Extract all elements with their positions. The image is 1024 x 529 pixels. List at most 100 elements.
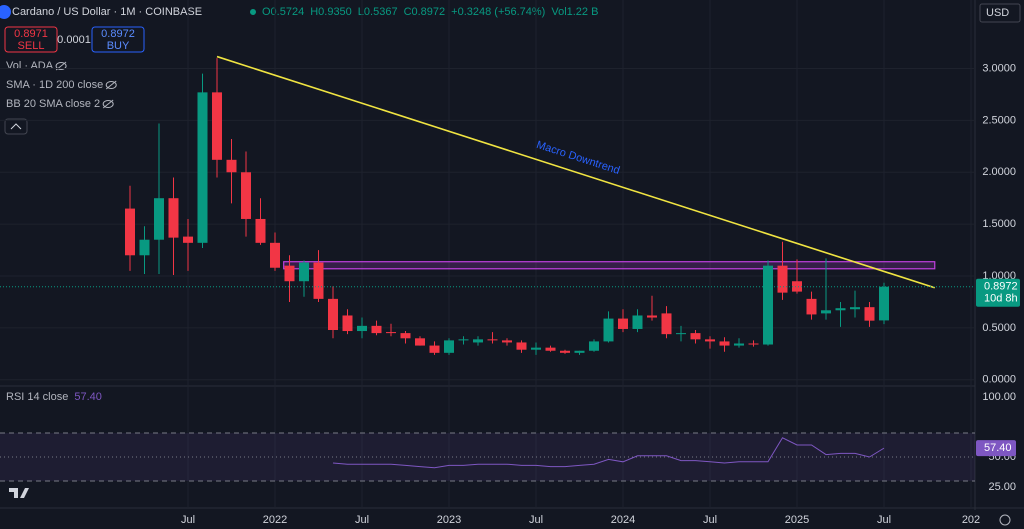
spread: 0.0001 bbox=[57, 34, 91, 46]
header-stat: C0.8972 bbox=[404, 6, 446, 18]
chart-title: Cardano / US Dollar · 1M · COINBASE bbox=[12, 6, 202, 18]
visibility-slash bbox=[102, 99, 114, 109]
last-price-label: 0.8972 bbox=[984, 281, 1018, 293]
candle-body bbox=[763, 265, 773, 345]
candle-body bbox=[241, 172, 251, 219]
currency-box[interactable] bbox=[979, 3, 1021, 23]
candle-body bbox=[690, 333, 701, 340]
indicator-label: SMA · 1D 200 close bbox=[6, 79, 103, 91]
countdown: 10d 8h bbox=[984, 293, 1018, 305]
candle-body bbox=[632, 315, 643, 329]
candle-body bbox=[618, 318, 628, 329]
rsi-line bbox=[332, 437, 885, 469]
x-tick-label: Jul bbox=[877, 514, 891, 526]
visibility-slash bbox=[105, 80, 117, 90]
y-tick-label: 2.0000 bbox=[982, 166, 1016, 178]
x-tick-label: Jul bbox=[529, 514, 543, 526]
candle-body bbox=[821, 310, 831, 314]
candle-body bbox=[168, 198, 179, 238]
y-tick-label: 0.0000 bbox=[982, 374, 1016, 386]
header-stat: H0.9350 bbox=[310, 6, 352, 18]
candle-body bbox=[574, 350, 585, 353]
candle-body bbox=[357, 325, 367, 332]
candle-body bbox=[531, 347, 541, 350]
rsi-last: 57.40 bbox=[74, 391, 102, 403]
currency: USD bbox=[986, 7, 1009, 19]
candle-body bbox=[879, 286, 889, 321]
sell-label: SELL bbox=[18, 40, 45, 52]
y-tick-label: 0.5000 bbox=[982, 322, 1016, 334]
buy-button[interactable] bbox=[91, 26, 145, 53]
candle-body bbox=[255, 218, 266, 243]
visibility-icon bbox=[102, 100, 114, 108]
header-stat: Vol1.22 B bbox=[551, 6, 598, 18]
candle-body bbox=[400, 333, 411, 339]
visibility-icon bbox=[105, 81, 117, 89]
indicator-label: BB 20 SMA close 2 bbox=[6, 98, 100, 110]
indicator-label: Vol · ADA bbox=[6, 60, 54, 72]
candle-body bbox=[560, 350, 570, 353]
x-tick-label: 202 bbox=[962, 514, 980, 526]
candle-body bbox=[487, 339, 498, 341]
y-tick-label: 3.0000 bbox=[982, 62, 1016, 74]
candle-body bbox=[748, 343, 759, 345]
market-status bbox=[250, 9, 256, 15]
candle-body bbox=[676, 333, 686, 335]
sell-price: 0.8971 bbox=[14, 28, 48, 40]
candle-body bbox=[661, 313, 672, 335]
settings-icon[interactable] bbox=[999, 514, 1011, 526]
candle-body bbox=[284, 265, 295, 282]
candle-body bbox=[850, 307, 860, 310]
sell-button[interactable] bbox=[4, 26, 58, 53]
collapse-button[interactable] bbox=[4, 118, 28, 135]
header-stats: O0.5724 H0.9350 L0.5367 C0.8972 +0.3248 (+56… bbox=[262, 6, 598, 18]
candle-body bbox=[458, 339, 469, 341]
header-stat: +0.3248 (+56.74%) bbox=[451, 6, 545, 18]
candle-body bbox=[313, 262, 324, 299]
buy-price: 0.8972 bbox=[101, 28, 135, 40]
x-tick-label: Jul bbox=[181, 514, 195, 526]
candle-body bbox=[415, 338, 425, 346]
x-tick-label: 2022 bbox=[263, 514, 287, 526]
candle-body bbox=[212, 92, 222, 160]
candle-body bbox=[502, 340, 512, 343]
y-tick-label: 1.5000 bbox=[982, 218, 1016, 230]
candle-body bbox=[473, 339, 483, 343]
candle-body bbox=[299, 262, 309, 282]
candle-body bbox=[734, 343, 744, 346]
y-tick-label: 2.5000 bbox=[982, 114, 1016, 126]
x-tick-label: Jul bbox=[355, 514, 369, 526]
candle-body bbox=[647, 315, 657, 318]
candle-body bbox=[342, 315, 353, 332]
candle-body bbox=[777, 265, 788, 293]
x-tick-label: 2023 bbox=[437, 514, 461, 526]
candle-body bbox=[835, 308, 846, 311]
candle-body bbox=[154, 198, 164, 240]
price-badge bbox=[976, 278, 1020, 307]
coin-icon bbox=[0, 5, 11, 19]
candle-body bbox=[719, 341, 730, 346]
rsi-badge-label: 57.40 bbox=[984, 442, 1012, 454]
collapse-icon bbox=[10, 123, 22, 130]
visibility-icon bbox=[55, 62, 67, 70]
header-stat: O0.5724 bbox=[262, 6, 304, 18]
header-stat: L0.5367 bbox=[358, 6, 398, 18]
trendline bbox=[216, 55, 935, 289]
x-tick-label: 2024 bbox=[611, 514, 635, 526]
rsi-tick-label: 25.00 bbox=[988, 481, 1016, 493]
candle-body bbox=[139, 239, 150, 256]
rsi-tick-label: 100.00 bbox=[982, 391, 1016, 403]
candle-body bbox=[806, 298, 817, 315]
x-tick-label: 2025 bbox=[785, 514, 809, 526]
candle-body bbox=[516, 342, 527, 350]
logo bbox=[9, 488, 29, 498]
resistance-zone bbox=[283, 261, 936, 270]
candle-body bbox=[545, 347, 556, 351]
candle-body bbox=[328, 298, 338, 330]
x-tick-label: Jul bbox=[703, 514, 717, 526]
candle-body bbox=[270, 242, 280, 268]
candle-body bbox=[603, 318, 614, 342]
